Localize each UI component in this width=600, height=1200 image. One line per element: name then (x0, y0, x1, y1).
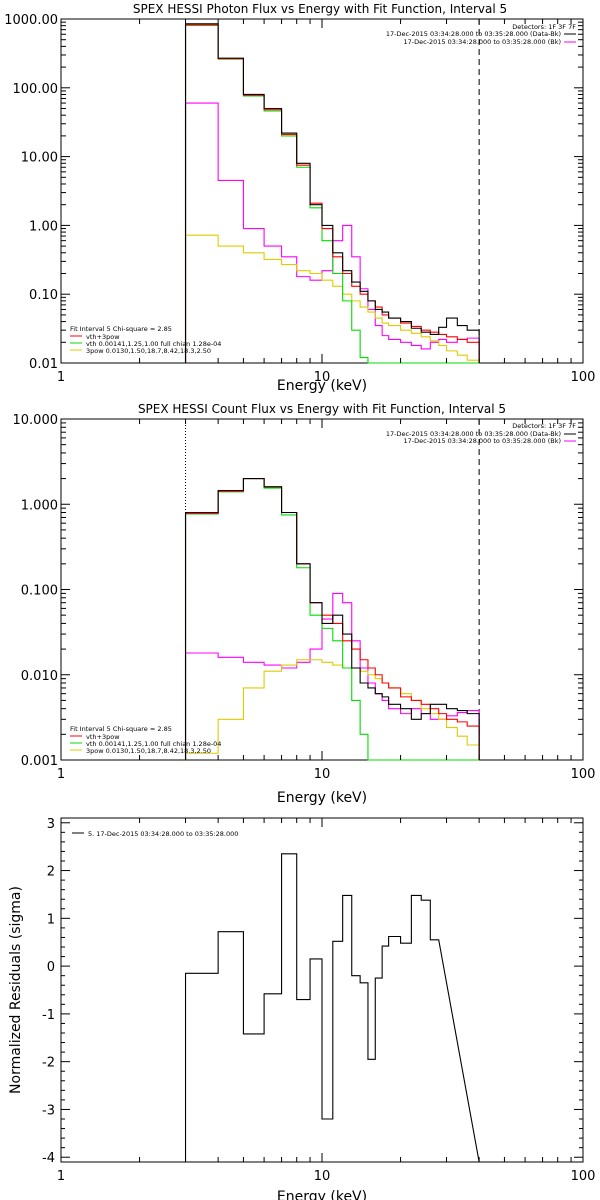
photon-y-tick-label: 10.00 (21, 151, 58, 166)
photon-y-tick-label: 0.10 (29, 288, 58, 303)
residuals-panel: 1 10 100 -4 -3 -2 -1 0 1 2 3 5. 17-Dec-2015 03:34:… (8, 817, 595, 1200)
residuals-series-group (184, 853, 480, 1163)
photon-axes: 1 10 100 0.01 0.10 1.00 10.00 100.00 1000.00 (4, 13, 595, 385)
photon-series-group (184, 19, 480, 364)
count-pow-label: 3pow 0.0130,1.50,18.7,8.42,18.3,2.50 (86, 747, 211, 755)
photon-series-vth (184, 24, 480, 364)
count-series-group (184, 419, 480, 761)
residuals-y-axis-label: Normalized Residuals (sigma) (8, 886, 24, 1094)
residuals-y-tick-label: -3 (42, 1103, 55, 1118)
count-y-tick-label: 10.000 (13, 413, 59, 428)
count-plot-frame (60, 418, 584, 761)
count-x-tick-label: 100 (571, 767, 596, 782)
count-y-tick-label: 0.100 (21, 584, 58, 599)
count-axes: 1 10 100 0.001 0.010 0.100 1.000 10.000 (13, 413, 596, 782)
photon-y-tick-label: 1000.00 (4, 13, 58, 28)
count-data-time-label: 17-Dec-2015 03:34:28.000 to 03:35:28.000… (386, 430, 561, 438)
photon-y-tick-label: 100.00 (13, 82, 59, 97)
count-y-tick-label: 0.001 (21, 754, 58, 769)
count-fit-line: Fit Interval 5 Chi-square = 2.85 (70, 725, 172, 733)
residuals-x-tick-label: 100 (571, 1169, 596, 1184)
photon-x-tick-label: 10 (314, 370, 331, 385)
residuals-series-5-17-dec-2015-03-34-28-000-to-03-35-28-000 (184, 853, 480, 1163)
count-series-3pow (184, 659, 480, 760)
photon-y-tick-label: 1.00 (29, 219, 58, 234)
count-flux-panel: SPEX HESSI Count Flux vs Energy with Fit… (13, 402, 596, 806)
count-bk-time-label: 17-Dec-2015 03:34:28.000 to 03:35:28.000… (404, 437, 562, 445)
residuals-y-tick-label: 3 (47, 817, 55, 832)
count-vthspex-label: vth+3pow (86, 733, 120, 741)
photon-vth-label: vth 0.00141,1.25,1.00 full chian 1.28e-0… (86, 340, 221, 348)
photon-series-data (184, 23, 480, 363)
count-y-tick-label: 0.010 (21, 669, 58, 684)
photon-y-tick-label: 0.01 (29, 357, 58, 372)
residuals-axes: 1 10 100 -4 -3 -2 -1 0 1 2 3 (42, 817, 595, 1184)
residuals-x-axis-label: Energy (keV) (277, 1189, 367, 1200)
photon-bk-time-label: 17-Dec-2015 03:34:28.000 to 03:35:28.000… (404, 38, 562, 46)
residuals-y-tick-label: 1 (47, 912, 55, 927)
residuals-y-tick-label: -2 (42, 1056, 55, 1071)
count-vth-label: vth 0.00141,1.25,1.00 full chian 1.28e-0… (86, 740, 221, 748)
photon-series-vth-3pow (184, 24, 480, 363)
photon-fit-line: Fit Interval 5 Chi-square = 2.85 (70, 325, 172, 333)
photon-plot-frame (60, 18, 584, 364)
count-series-data (184, 478, 480, 760)
photon-detectors-label: Detectors: 1F 3F 7F (512, 23, 576, 31)
photon-x-tick-label: 1 (57, 370, 65, 385)
photon-data-time-label: 17-Dec-2015 03:34:28.000 to 03:35:28.000… (386, 30, 561, 38)
count-panel-title: SPEX HESSI Count Flux vs Energy with Fit… (138, 402, 506, 416)
residuals-x-tick-label: 1 (57, 1169, 65, 1184)
photon-flux-panel: SPEX HESSI Photon Flux vs Energy with Fi… (4, 2, 595, 394)
count-x-tick-label: 10 (314, 767, 331, 782)
photon-pow-label: 3pow 0.0130,1.50,18.7,8.42,18.3,2.50 (86, 347, 211, 355)
count-detectors-label: Detectors: 1F 3F 7F (512, 422, 576, 430)
residuals-y-tick-label: -4 (42, 1151, 55, 1166)
count-x-axis-label: Energy (keV) (277, 790, 367, 806)
count-y-tick-label: 1.000 (21, 498, 58, 513)
residuals-x-tick-label: 10 (314, 1169, 331, 1184)
residuals-y-tick-label: 2 (47, 865, 55, 880)
photon-x-axis-label: Energy (keV) (277, 378, 367, 394)
photon-panel-title: SPEX HESSI Photon Flux vs Energy with Fi… (133, 2, 507, 16)
photon-x-tick-label: 100 (571, 370, 596, 385)
residuals-y-tick-label: 0 (47, 960, 55, 975)
count-x-tick-label: 1 (57, 767, 65, 782)
photon-vthspex-label: vth+3pow (86, 333, 120, 341)
residuals-legend-label: 5. 17-Dec-2015 03:34:28.000 to 03:35:28.… (88, 830, 238, 838)
photon-series-3pow (184, 234, 480, 363)
residuals-y-tick-label: -1 (42, 1008, 55, 1023)
